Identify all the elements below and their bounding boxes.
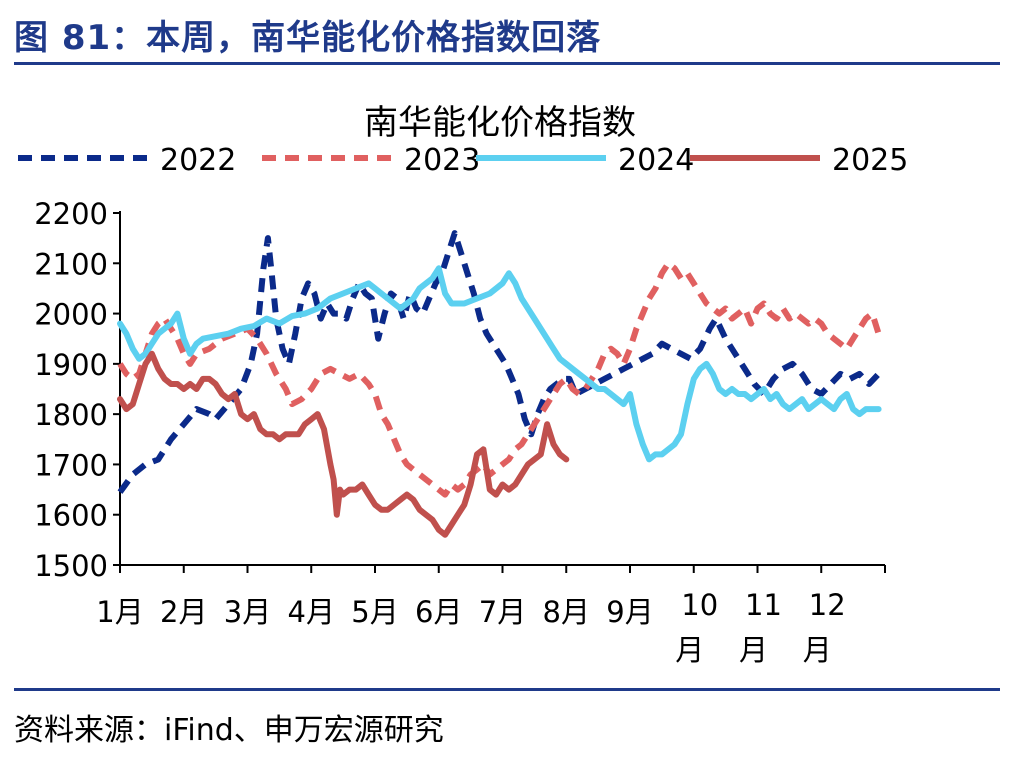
y-tick-label: 1600 <box>34 499 108 533</box>
y-tick-label: 2200 <box>34 197 108 231</box>
axes: 1500 1600 1700 1800 1900 2000 2100 2200 1月 2月 3月 4月… <box>34 197 886 667</box>
series-line-2024 <box>117 265 882 463</box>
y-tick-label: 1900 <box>34 348 108 382</box>
source-rule <box>14 688 1000 691</box>
figure-title: 图 81：本周，南华能化价格指数回落 <box>14 18 602 58</box>
x-tick-label: 2月 <box>160 595 207 629</box>
y-tick-label: 2100 <box>34 247 108 281</box>
x-tick-label: 6月 <box>415 595 462 629</box>
x-tick-label: 7月 <box>479 595 526 629</box>
legend-label-2024: 2024 <box>618 143 694 178</box>
y-tick-label: 2000 <box>34 298 108 332</box>
title-rule <box>14 62 1000 65</box>
x-tick-label: 3月 <box>224 595 271 629</box>
y-tick-label: 1700 <box>34 448 108 482</box>
x-tick-label: 5月 <box>351 595 398 629</box>
series-line-2022 <box>117 230 881 494</box>
legend-label-2023: 2023 <box>404 143 480 178</box>
chart-title: 南华能化价格指数 <box>364 103 636 143</box>
x-tick-label: 1月 <box>96 595 143 629</box>
legend: 2022 2023 2024 2025 <box>18 143 908 178</box>
series-layer <box>117 230 882 538</box>
x-tick-label: 9月 <box>606 595 653 629</box>
x-tick-label: 8月 <box>543 595 590 629</box>
x-tick-label: 4月 <box>288 595 335 629</box>
series-line-2025 <box>117 350 570 538</box>
y-tick-label: 1800 <box>34 398 108 432</box>
legend-label-2022: 2022 <box>160 143 236 178</box>
x-tick-label: 11 月 <box>739 588 782 667</box>
y-tick-label: 1500 <box>34 549 108 583</box>
source-note: 资料来源：iFind、申万宏源研究 <box>14 713 444 748</box>
x-tick-label: 10 月 <box>675 588 718 667</box>
series-line-2023 <box>117 260 882 498</box>
x-tick-label: 12 月 <box>803 588 846 667</box>
legend-label-2025: 2025 <box>832 143 908 178</box>
